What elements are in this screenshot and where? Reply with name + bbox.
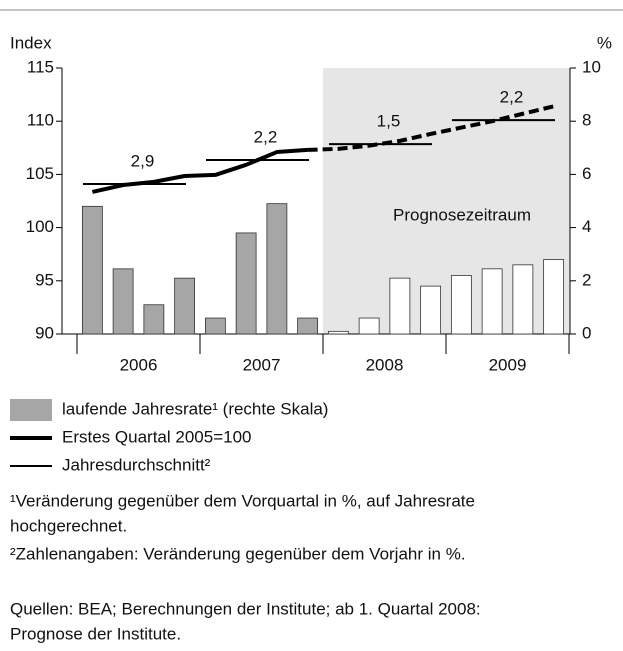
y-tick-label: 110 <box>27 111 54 130</box>
index-line <box>91 147 308 194</box>
x-group-label: 2009 <box>489 355 527 374</box>
y-axis-label: Index <box>10 33 52 52</box>
legend-label: Erstes Quartal 2005=100 <box>62 427 251 446</box>
y-tick-label: 105 <box>26 164 54 183</box>
y2-tick-label: 4 <box>582 217 591 236</box>
growth-label: 2,2 <box>500 88 524 107</box>
bar <box>112 268 134 335</box>
footnote: ²Zahlenangaben: Veränderung gegenüber de… <box>10 544 466 563</box>
y-tick-label: 90 <box>35 323 54 342</box>
legend-swatch <box>10 399 52 421</box>
bar <box>327 330 349 335</box>
bar <box>389 277 411 335</box>
bar <box>450 275 472 335</box>
bar <box>543 259 565 335</box>
y2-tick-label: 2 <box>582 270 591 289</box>
y2-tick-label: 8 <box>582 111 591 130</box>
bar <box>266 203 288 335</box>
growth-label: 1,5 <box>377 112 401 131</box>
y-tick-label: 115 <box>27 57 54 76</box>
source: Prognose der Institute. <box>10 624 181 643</box>
bar <box>420 285 442 335</box>
bar <box>358 317 380 335</box>
bar <box>235 232 257 335</box>
x-group-label: 2006 <box>120 355 158 374</box>
bar <box>297 317 319 335</box>
growth-label: 2,2 <box>254 128 278 147</box>
footnote: ¹Veränderung gegenüber dem Vorquartal in… <box>10 491 475 510</box>
growth-label: 2,9 <box>131 151 155 170</box>
y2-tick-label: 10 <box>582 57 601 76</box>
legend-label: Jahresdurchschnitt² <box>62 455 211 474</box>
bar <box>174 277 196 335</box>
y-tick-label: 100 <box>26 217 54 236</box>
y2-axis-label: % <box>597 33 612 52</box>
legend-label: laufende Jahresrate¹ (rechte Skala) <box>62 399 328 418</box>
bar <box>481 268 503 335</box>
forecast-label: Prognosezeitraum <box>393 205 531 224</box>
source: Quellen: BEA; Berechnungen der Institute… <box>10 599 481 618</box>
y2-tick-label: 6 <box>582 164 591 183</box>
footnote: hochgerechnet. <box>10 516 127 535</box>
x-group-label: 2008 <box>366 355 404 374</box>
index-line <box>307 104 555 152</box>
y2-tick-label: 0 <box>582 323 591 342</box>
bar <box>204 317 226 335</box>
y-tick-label: 95 <box>35 270 54 289</box>
x-group-label: 2007 <box>243 355 281 374</box>
bar <box>512 264 534 335</box>
bar <box>81 205 103 335</box>
bar <box>143 304 165 335</box>
